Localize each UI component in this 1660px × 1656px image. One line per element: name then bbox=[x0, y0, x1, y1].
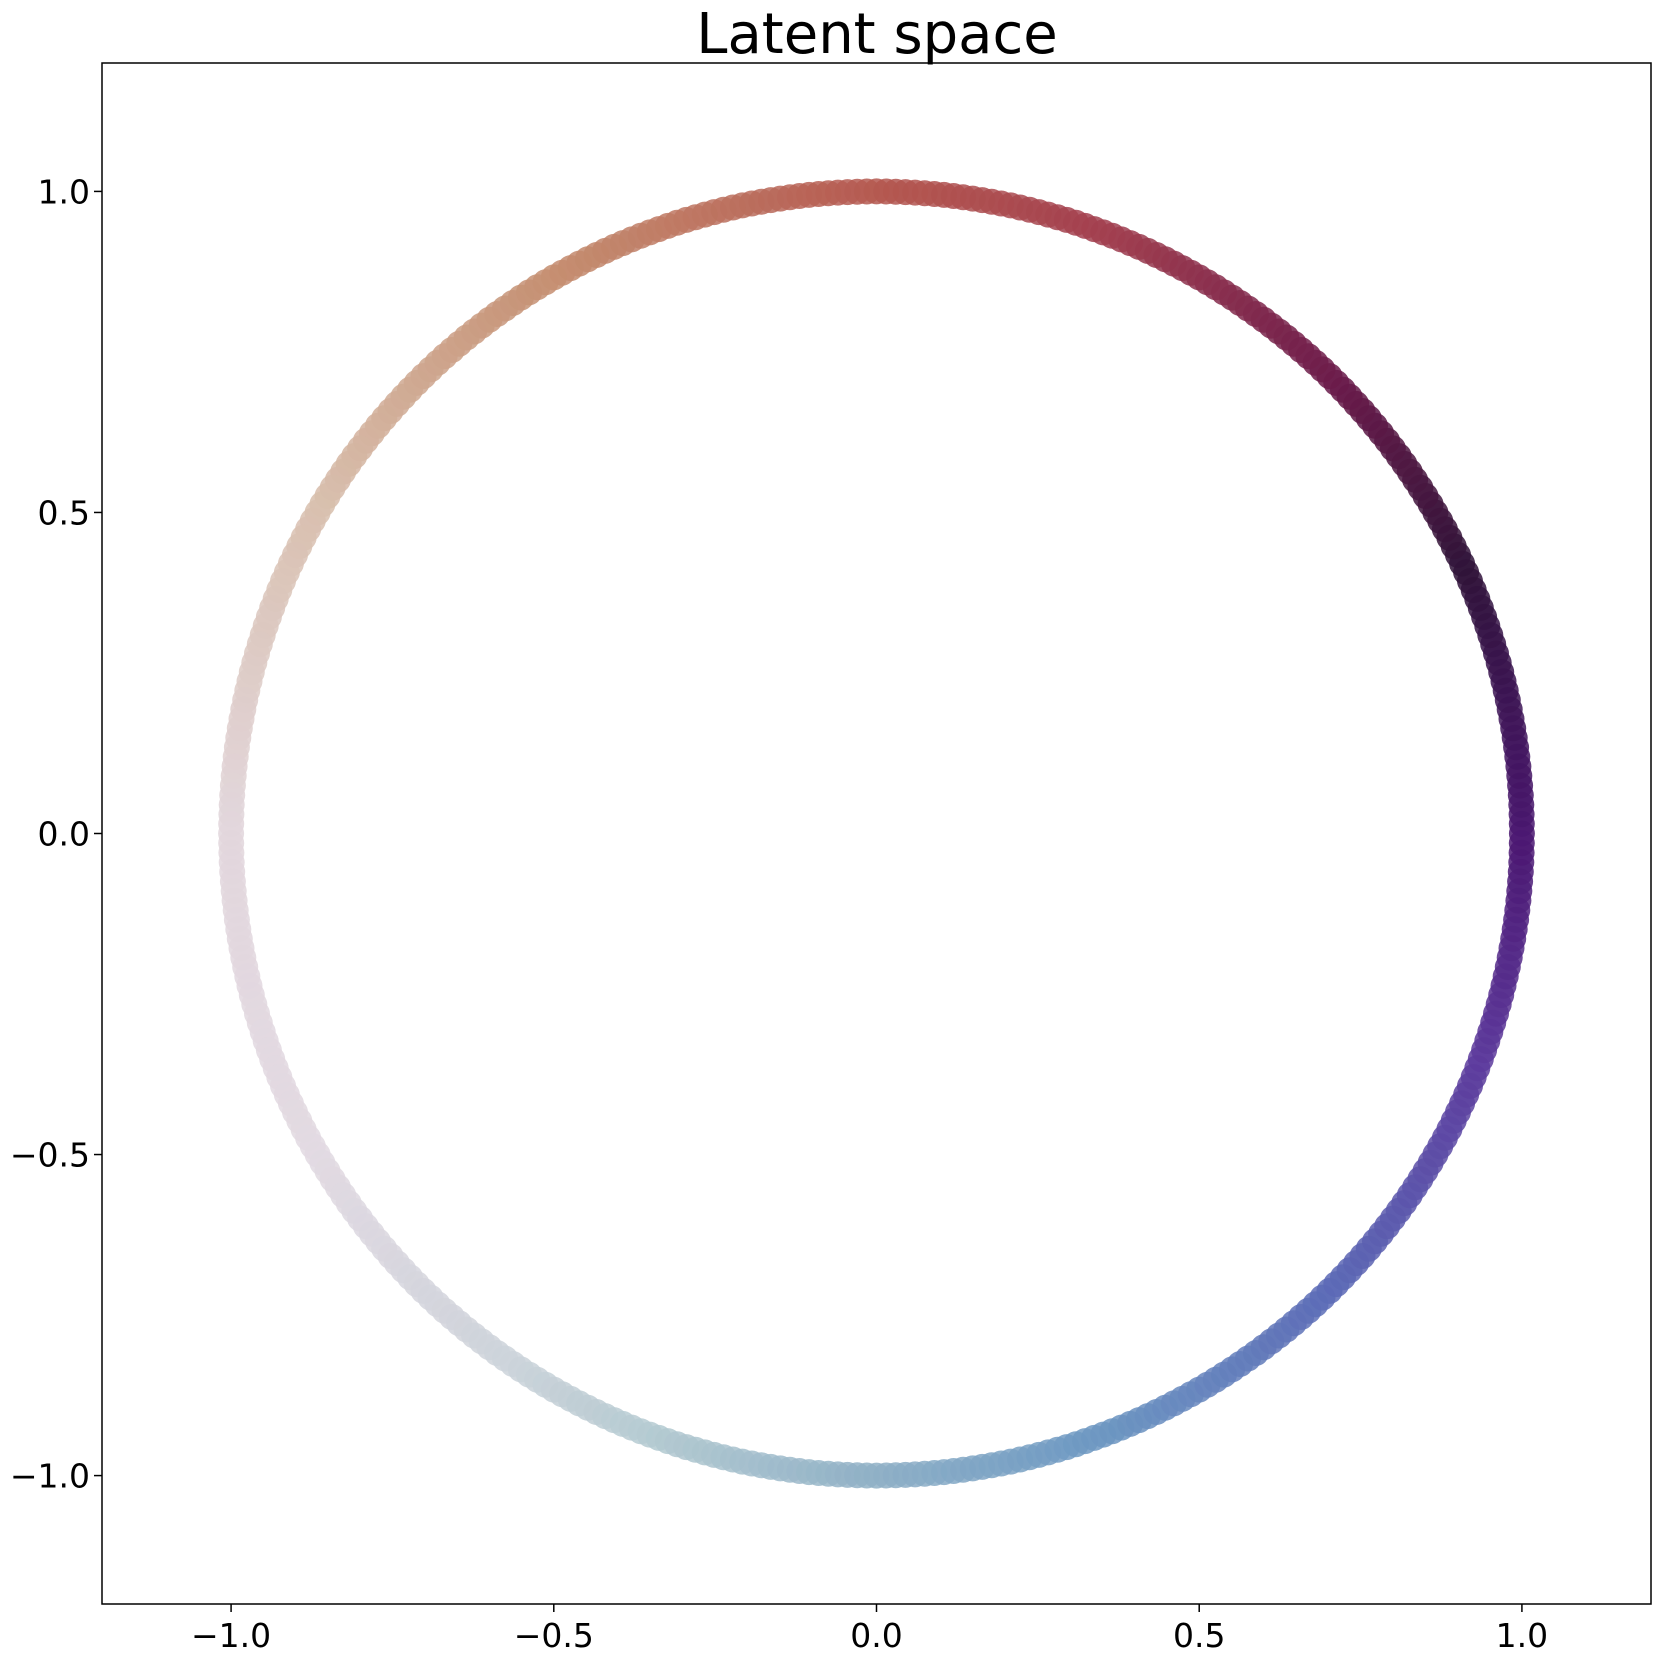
scatter-point bbox=[1508, 830, 1535, 857]
x-axis: −1.0 −0.5 0.0 0.5 1.0 bbox=[191, 1604, 1548, 1655]
y-tick-label: 0.0 bbox=[38, 815, 90, 854]
y-tick-label: −0.5 bbox=[10, 1136, 90, 1175]
y-axis: 1.0 0.5 0.0 −0.5 −1.0 bbox=[10, 172, 102, 1496]
x-tick-label: 0.5 bbox=[1173, 1616, 1225, 1655]
plot-frame bbox=[101, 62, 1652, 1605]
y-tick-label: 0.5 bbox=[38, 493, 90, 532]
y-tick-label: −1.0 bbox=[10, 1457, 90, 1496]
y-tick-label: 1.0 bbox=[38, 172, 90, 211]
points-layer bbox=[218, 178, 1535, 1489]
chart-title: Latent space bbox=[696, 2, 1057, 67]
x-tick-label: 1.0 bbox=[1496, 1616, 1548, 1655]
x-tick-label: −0.5 bbox=[514, 1616, 594, 1655]
x-tick-label: −1.0 bbox=[191, 1616, 271, 1655]
x-tick-label: 0.0 bbox=[850, 1616, 902, 1655]
